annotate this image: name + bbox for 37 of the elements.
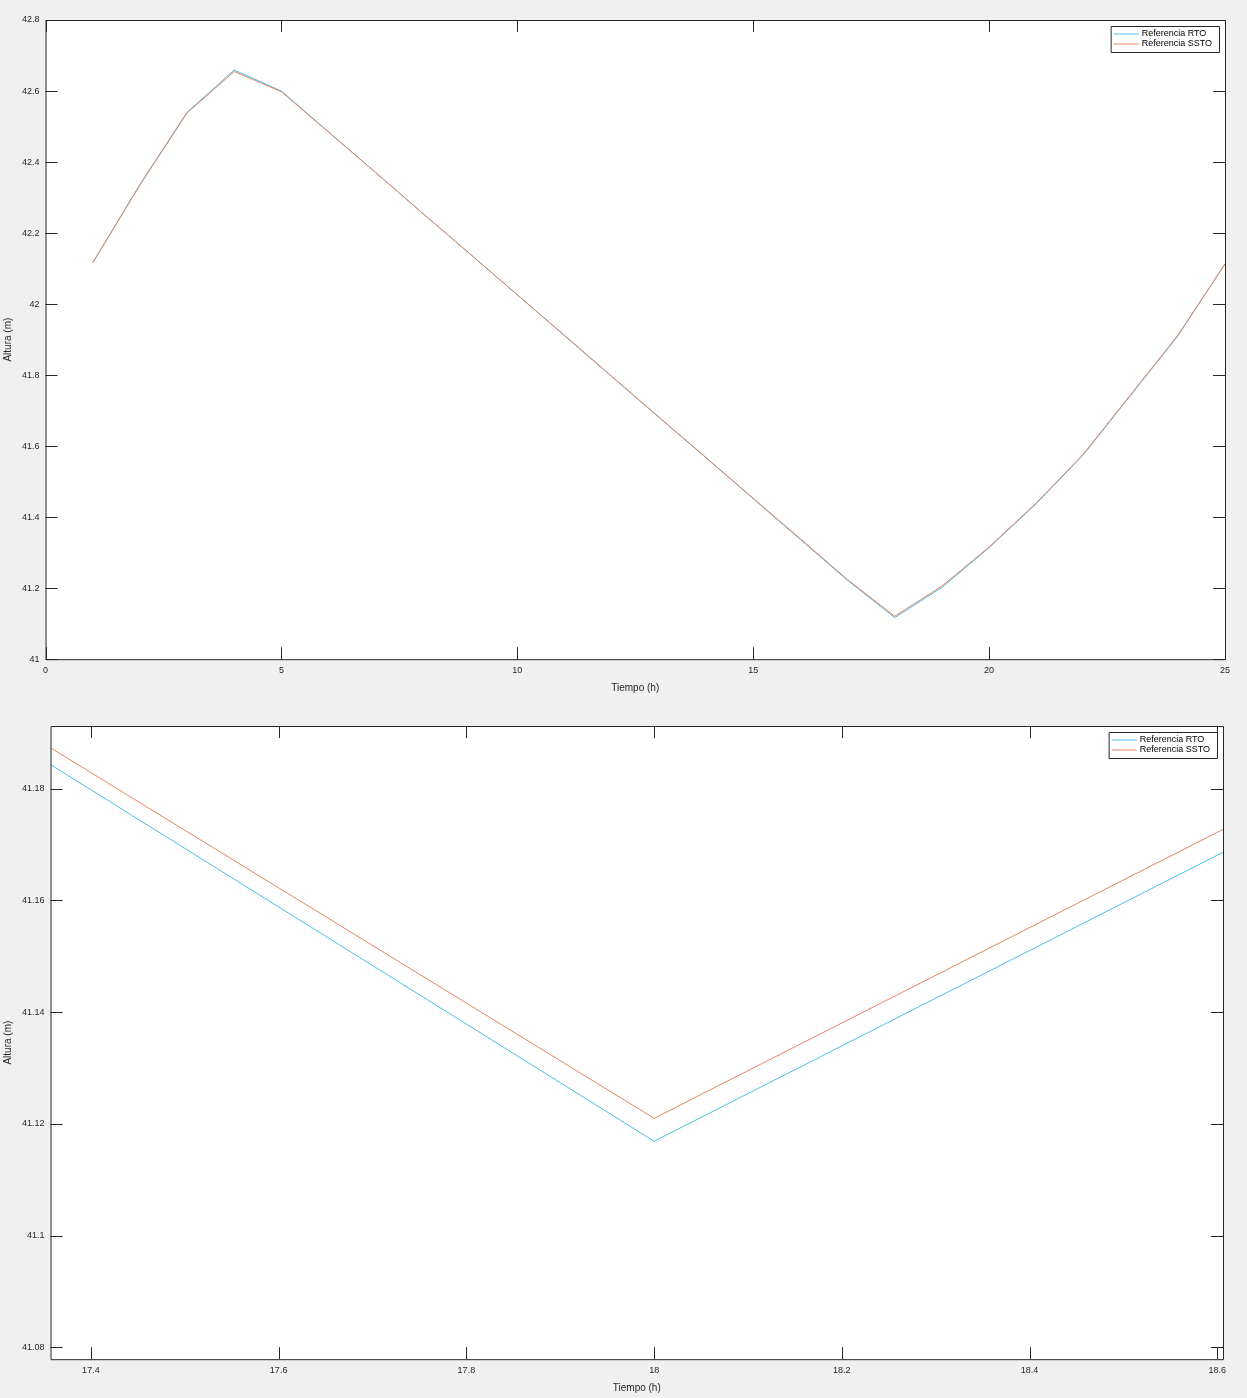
- y-tick-label: 41.16: [21, 894, 45, 905]
- y-tick-label: 42.4: [21, 156, 40, 167]
- y-tick-label: 41.12: [21, 1118, 45, 1129]
- y-tick-label: 42.2: [21, 227, 40, 238]
- y-tick-label: 41: [29, 653, 40, 664]
- y-tick-label: 42.6: [21, 85, 40, 96]
- y-tick-label: 42.8: [21, 14, 40, 25]
- y-tick-label: 41.18: [21, 783, 45, 794]
- legend-label: Referencia SSTO: [1141, 38, 1213, 49]
- x-tick-label: 15: [748, 665, 759, 676]
- x-axis-title: Tiempo (h): [612, 1381, 661, 1393]
- x-tick-label: 17.4: [82, 1365, 100, 1376]
- x-tick-label: 17.8: [457, 1365, 476, 1376]
- legend-label: Referencia RTO: [1141, 28, 1207, 39]
- x-tick-label: 18.2: [833, 1365, 851, 1376]
- y-tick-label: 41.4: [21, 511, 40, 522]
- x-tick-label: 5: [278, 665, 284, 676]
- legend-label: Referencia RTO: [1139, 734, 1205, 745]
- x-tick-label: 18: [649, 1365, 660, 1376]
- y-tick-label: 41.14: [21, 1006, 45, 1017]
- x-tick-label: 18.4: [1020, 1365, 1039, 1376]
- y-tick-label: 41.1: [26, 1230, 45, 1241]
- legend-label: Referencia SSTO: [1139, 744, 1211, 755]
- x-tick-label: 0: [43, 665, 49, 676]
- x-tick-label: 10: [512, 665, 523, 676]
- y-tick-label: 41.6: [21, 440, 40, 451]
- x-tick-label: 25: [1219, 665, 1231, 676]
- y-tick-label: 41.2: [21, 582, 40, 593]
- x-tick-label: 17.6: [269, 1365, 288, 1376]
- y-tick-label: 42: [29, 298, 40, 309]
- x-axis-title: Tiempo (h): [611, 681, 660, 693]
- y-axis-title: Altura (m): [1, 1020, 13, 1065]
- y-tick-label: 41.08: [21, 1341, 45, 1352]
- y-axis-title: Altura (m): [1, 317, 13, 362]
- y-tick-label: 41.8: [21, 369, 40, 380]
- x-tick-label: 20: [984, 665, 995, 676]
- x-tick-label: 18.6: [1208, 1365, 1227, 1376]
